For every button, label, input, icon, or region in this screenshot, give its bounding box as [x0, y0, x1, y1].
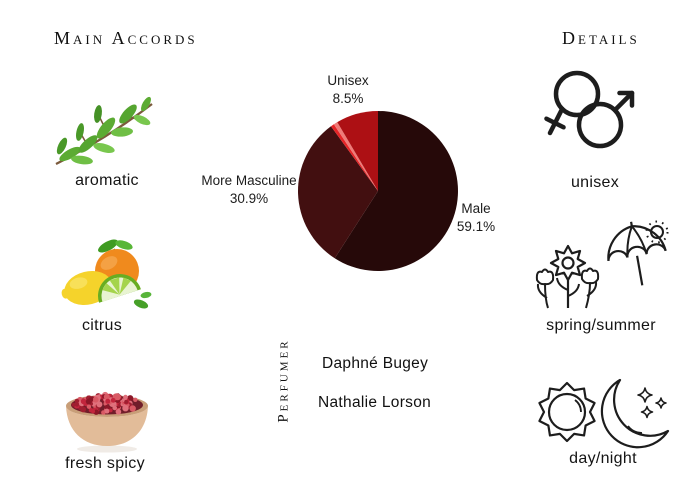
sun-moon-stars-icon	[538, 378, 670, 449]
peppercorn	[90, 409, 96, 414]
peppercorn	[122, 405, 129, 412]
peppercorn	[88, 397, 94, 403]
peppercorn	[115, 409, 122, 415]
peppercorn	[92, 396, 99, 403]
details-title: Details	[562, 28, 640, 48]
accord-label-citrus: citrus	[81, 317, 123, 334]
peppercorn	[80, 406, 86, 413]
detail-label-unisex: unisex	[570, 174, 620, 191]
perfumer-name-2: Nathalie Lorson	[318, 394, 432, 411]
accord-label-aromatic: aromatic	[75, 172, 139, 189]
pie-label-male: Male 59.1%	[436, 200, 516, 236]
peppercorn	[86, 404, 92, 409]
peppercorn	[108, 408, 113, 413]
pie-label-unisex-name: Unisex	[327, 73, 369, 88]
peppercorn	[96, 401, 103, 408]
pie-slice-male	[334, 111, 458, 271]
peppercorn	[133, 397, 138, 402]
perfumer-name-1: Daphné Bugey	[322, 355, 429, 372]
peppercorn	[114, 393, 121, 401]
pie-label-male-name: Male	[461, 201, 491, 216]
peppercorn	[129, 405, 136, 412]
peppercorn	[74, 402, 80, 407]
citrus-fruits-icon	[61, 239, 152, 309]
pie-slice-more-masculine	[297, 126, 378, 259]
peppercorn	[103, 393, 110, 400]
pie-slice-minor-3	[333, 122, 378, 191]
flowers-umbrella-sun-icon	[535, 220, 669, 309]
pie-label-more-masculine-value: 30.9%	[229, 191, 269, 206]
pie-label-unisex: Unisex 8.5%	[300, 72, 396, 108]
peppercorn	[124, 399, 129, 404]
detail-label-spring-summer: spring/summer	[546, 317, 656, 334]
pink-peppercorn-bowl-icon	[66, 391, 148, 453]
pie-slice-unisex	[337, 111, 378, 191]
gender-symbols-icon	[544, 70, 635, 149]
gender-pie-chart	[297, 111, 458, 271]
pie-label-more-masculine-name: More Masculine	[201, 173, 297, 188]
accord-label-fresh-spicy: fresh spicy	[65, 455, 145, 472]
peppercorn	[110, 397, 116, 403]
main-accords-title: Main Accords	[54, 28, 198, 48]
peppercorn	[74, 398, 80, 404]
pie-label-more-masculine: More Masculine 30.9%	[186, 172, 312, 208]
herb-sprig-icon	[55, 96, 153, 166]
pie-label-unisex-value: 8.5%	[332, 91, 364, 106]
peppercorn	[104, 408, 110, 414]
pie-slice-minor-2	[330, 124, 378, 191]
perfumer-title: Perfumer	[275, 338, 292, 423]
peppercorn	[71, 402, 76, 407]
peppercorn	[104, 404, 110, 410]
peppercorn	[123, 394, 128, 400]
peppercorn	[80, 398, 87, 405]
peppercorn	[112, 405, 117, 411]
pie-label-male-value: 59.1%	[456, 219, 496, 234]
detail-label-day-night: day/night	[569, 450, 637, 467]
peppercorn	[105, 398, 111, 404]
